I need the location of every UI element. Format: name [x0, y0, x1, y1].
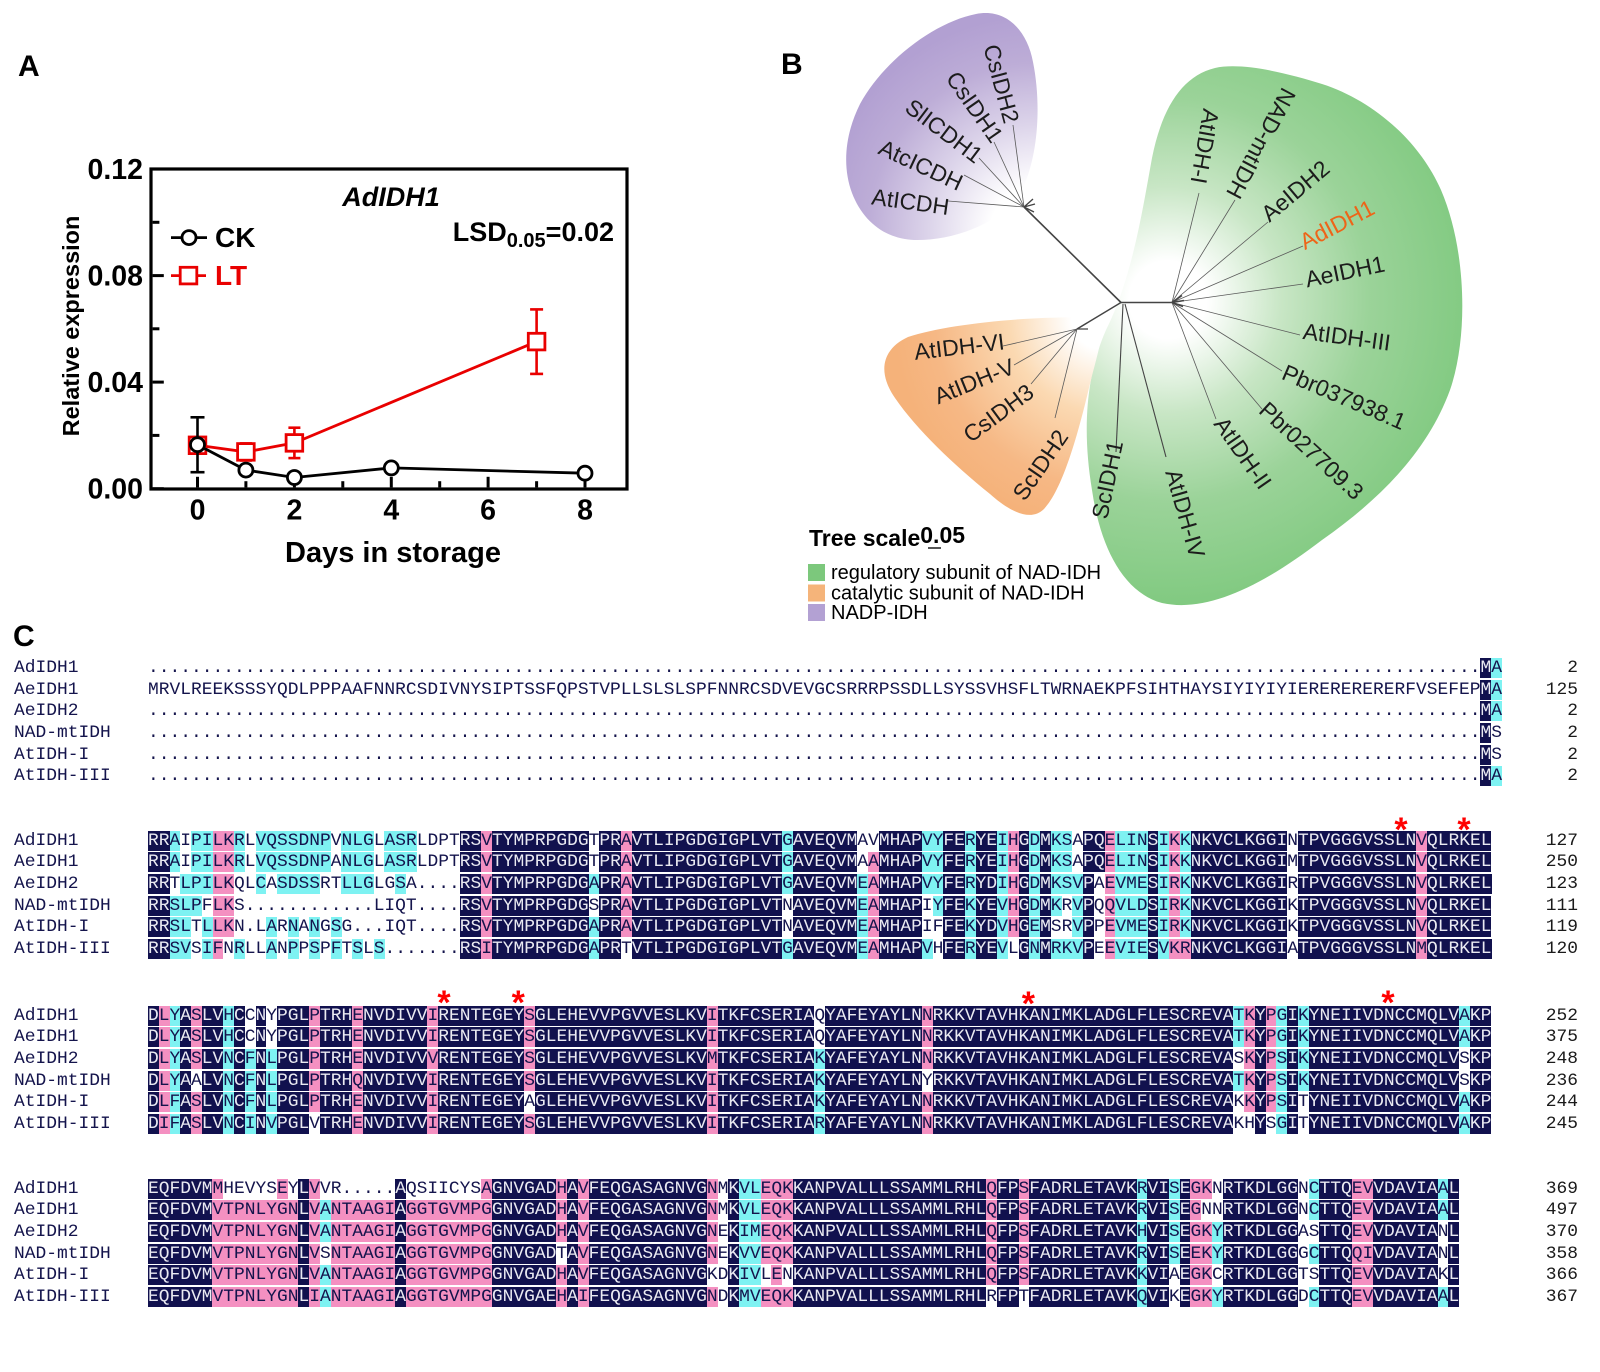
svg-text:2: 2 [286, 495, 302, 527]
svg-text:0.12: 0.12 [88, 154, 143, 186]
svg-text:0.04: 0.04 [88, 367, 144, 399]
svg-text:catalytic subunit of NAD-IDH: catalytic subunit of NAD-IDH [831, 583, 1084, 605]
svg-text:6: 6 [480, 495, 496, 527]
svg-text:regulatory subunit of NAD-IDH: regulatory subunit of NAD-IDH [831, 562, 1101, 584]
svg-text:Days in storage: Days in storage [285, 537, 501, 569]
svg-text:0.00: 0.00 [88, 474, 143, 506]
svg-text:LT: LT [215, 260, 247, 291]
svg-text:0.08: 0.08 [88, 261, 143, 293]
svg-text:8: 8 [577, 495, 593, 527]
svg-text:AdIDH1: AdIDH1 [341, 182, 440, 212]
svg-text:Tree scale0.05: Tree scale0.05 [809, 522, 965, 551]
svg-text:LSD0.05=0.02: LSD0.05=0.02 [453, 217, 614, 252]
svg-text:CK: CK [215, 222, 255, 253]
svg-text:4: 4 [383, 495, 399, 527]
svg-text:NADP-IDH: NADP-IDH [831, 602, 928, 624]
svg-text:Relative expression: Relative expression [58, 216, 84, 437]
svg-text:0: 0 [190, 495, 206, 527]
